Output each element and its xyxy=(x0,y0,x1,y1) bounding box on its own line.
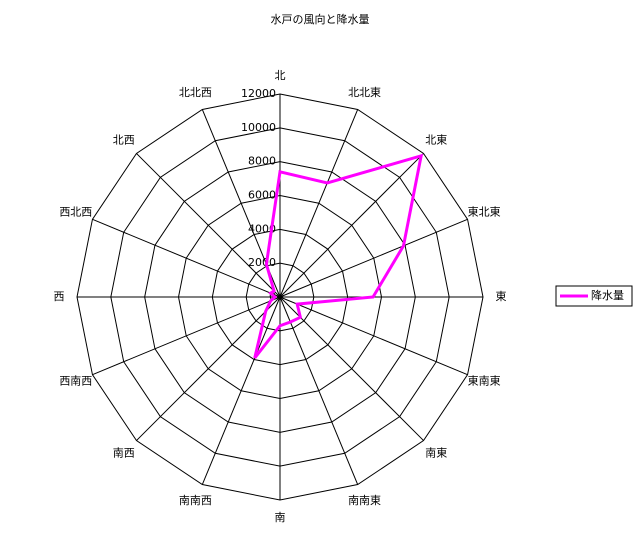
y-tick-label: 12000 xyxy=(241,87,276,100)
spoke xyxy=(136,296,281,441)
category-label: 南 xyxy=(275,511,286,524)
spoke xyxy=(279,109,359,298)
category-label: 南南東 xyxy=(348,494,381,507)
spoke xyxy=(201,296,281,485)
category-label: 北北西 xyxy=(179,86,212,99)
category-label: 西北西 xyxy=(59,205,92,218)
category-label: 北 xyxy=(275,69,286,82)
category-label: 西南西 xyxy=(59,375,92,388)
category-label: 北東 xyxy=(425,134,447,147)
chart-title: 水戸の風向と降水量 xyxy=(271,12,370,26)
category-label: 北北東 xyxy=(348,86,381,99)
category-label: 東北東 xyxy=(468,205,501,218)
category-label: 北西 xyxy=(113,134,135,147)
category-label: 南西 xyxy=(113,446,135,459)
category-label: 南東 xyxy=(425,446,447,459)
spoke xyxy=(92,296,281,376)
y-tick-label: 2000 xyxy=(248,256,276,269)
spoke xyxy=(92,218,281,298)
category-label: 東 xyxy=(496,290,507,303)
legend-label: 降水量 xyxy=(591,288,624,302)
y-tick-label: 10000 xyxy=(241,121,276,134)
legend-box xyxy=(555,285,633,307)
spoke xyxy=(279,153,424,298)
spoke xyxy=(136,153,281,298)
spoke xyxy=(279,296,359,485)
category-label: 東南東 xyxy=(468,375,501,388)
category-label: 西 xyxy=(54,290,65,303)
y-tick-label: 8000 xyxy=(248,155,276,168)
spoke xyxy=(279,296,424,441)
spoke xyxy=(279,296,468,376)
spoke xyxy=(279,218,468,298)
y-tick-label: 4000 xyxy=(248,222,276,235)
y-tick-label: 6000 xyxy=(248,189,276,202)
category-label: 南南西 xyxy=(179,494,212,507)
data-line xyxy=(253,153,424,359)
